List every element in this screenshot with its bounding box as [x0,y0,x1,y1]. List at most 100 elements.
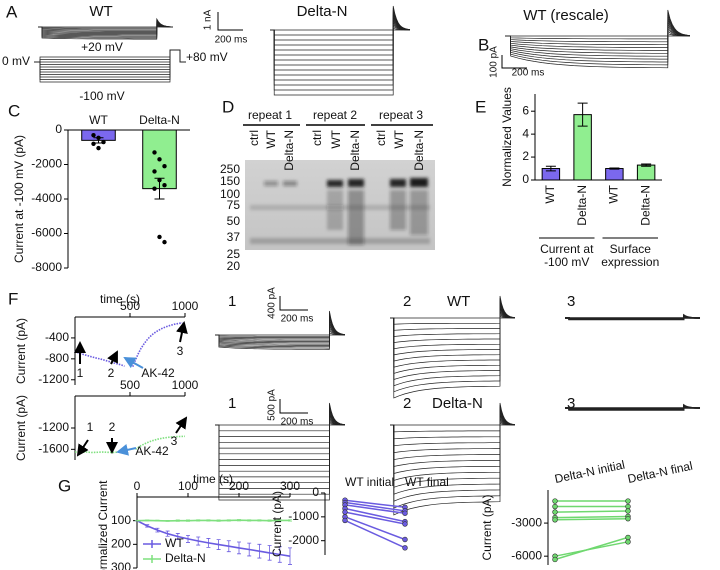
current-trace [215,402,346,501]
lane-label: Delta-N [282,130,296,171]
current-trace [270,5,411,96]
data-point [625,539,631,545]
annotation: 3 [171,434,178,448]
y-tick-label: -6000 [511,548,542,562]
paired-line [554,515,629,519]
trace-number: 1 [228,293,236,310]
scale-bar [217,12,243,31]
y-tick-label: 6 [522,103,529,117]
scale-label: 500 pA [267,389,278,421]
current-trace [390,311,515,337]
data-point [96,135,101,140]
data-point [552,517,558,523]
panel-label: G [58,476,71,495]
y-tick-label: 300 [111,560,131,570]
data-point [152,150,157,155]
trace-number: 3 [567,293,575,310]
repeat-label: repeat 2 [313,108,357,122]
y-tick-label: -800 [45,351,69,365]
current-trace [270,7,411,91]
protocol-label: 0 mV [2,54,30,68]
annotation: 1 [77,366,84,380]
current-trace [270,13,411,76]
current-trace [270,21,411,51]
annotation-arrow [116,443,137,456]
current-trace [270,18,411,61]
panel-label: F [8,289,18,308]
current-trace [505,30,690,43]
current-trace [215,310,346,350]
y-axis-label: Current at -100 mV (pA) [12,135,26,263]
data-point [625,503,631,510]
mw-marker: 37 [227,230,241,244]
paired-line [344,499,406,509]
y-tick-label: -8000 [31,260,62,274]
group-label: Current at [540,242,594,256]
annotation-arrow [176,321,188,343]
error-bar [609,167,620,170]
line-series [136,519,291,557]
line-series [136,519,290,522]
x-tick-label: 1000 [172,299,199,313]
x-tick-label: Delta-N initial [553,458,626,487]
data-point [402,510,408,516]
data-point [101,139,106,145]
data-point [552,503,558,510]
trace-number: 1 [228,395,236,412]
paired-line [344,501,406,512]
data-point [162,183,167,188]
protocol-label: -100 mV [79,89,124,103]
current-trace [270,15,411,71]
lane-label: Delta-N [348,130,362,171]
x-tick-label: WT [607,184,621,203]
current-trace [390,418,515,447]
data-point [152,169,157,174]
data-point [552,498,558,504]
panel-label: D [222,97,234,116]
y-axis-label: Current (pA) [14,318,28,384]
scale-label: 100 pA [489,46,500,78]
scale-bar [279,399,308,414]
group-label: expression [601,255,659,269]
legend-label: WT [165,536,184,550]
x-tick-label: 1000 [172,378,199,392]
data-point [625,515,631,522]
repeat-label: repeat 3 [379,108,423,122]
scale-label: 200 ms [281,417,314,428]
y-axis-label: Current (pA) [14,395,28,461]
current-trace [215,327,346,340]
scale-label: 200 ms [512,68,545,79]
current-trace [390,313,515,331]
lane-label: Delta-N [412,130,426,171]
x-tick-label: 500 [120,299,140,313]
data-point [402,545,408,551]
annotation: 1 [87,420,94,434]
mw-marker: 250 [220,162,240,176]
trace-genotype: Delta-N [432,395,483,412]
scale-label: 200 ms [281,314,314,325]
y-tick-label: -4000 [31,191,62,205]
x-tick-label: WT initial [345,475,394,489]
data-point [162,239,167,245]
current-trace [390,315,515,325]
y-axis-label: Normalized Current [96,480,110,570]
current-trace [270,27,411,36]
x-tick-label: Delta-N [575,185,589,226]
legend-label: Delta-N [165,551,206,565]
data-point [157,177,162,183]
y-tick-label: 0 [522,172,529,186]
current-trace [390,310,516,343]
trace-genotype: WT [447,293,470,310]
y-axis-label: Current (pA) [480,494,494,560]
x-tick-label: Delta-N final [626,459,693,486]
x-tick-label: 0 [134,479,141,493]
current-trace [270,25,410,41]
panel-label: C [8,101,20,120]
y-tick-label: -1200 [38,372,69,386]
current-trace [390,299,516,387]
annotation: 2 [108,366,115,380]
voltage-protocol [34,49,186,83]
current-trace [390,422,515,433]
annotation-arrow [107,350,118,365]
